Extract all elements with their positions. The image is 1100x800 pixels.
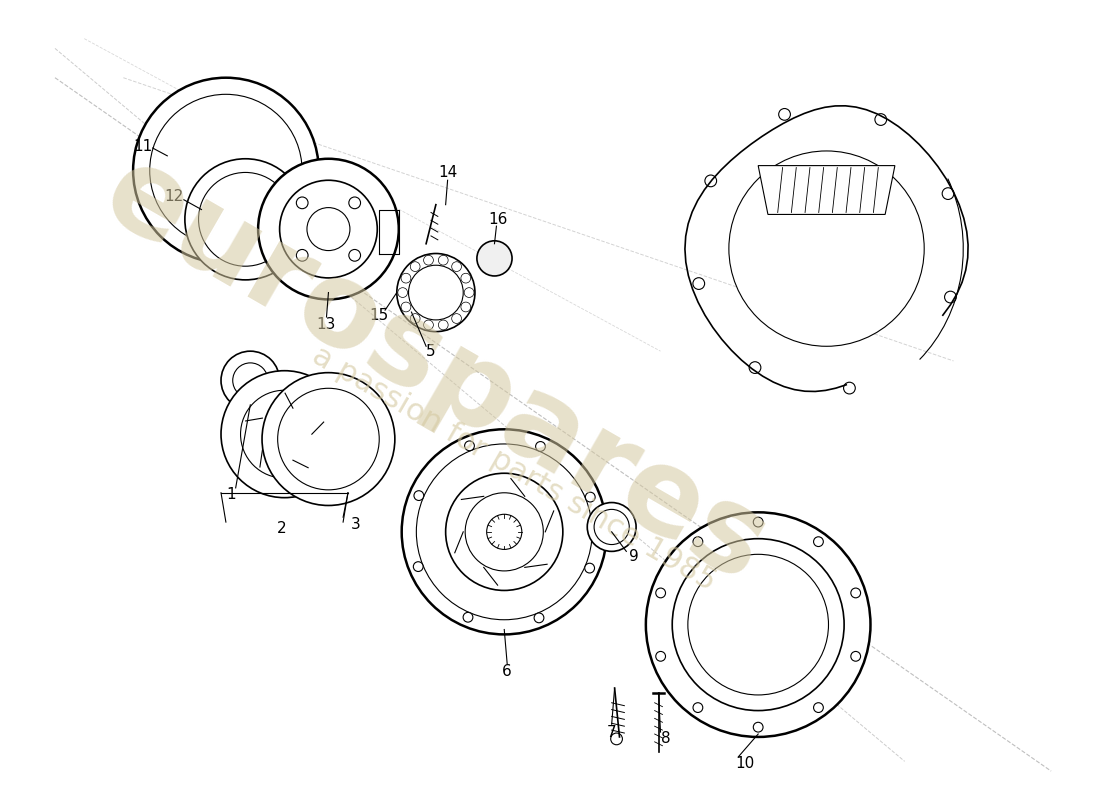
Circle shape [656, 588, 666, 598]
Circle shape [463, 612, 473, 622]
Circle shape [150, 94, 302, 246]
Polygon shape [758, 166, 895, 214]
Text: 1: 1 [226, 487, 235, 502]
Text: 3: 3 [351, 517, 361, 531]
Text: 15: 15 [370, 307, 389, 322]
Text: 8: 8 [661, 731, 670, 746]
Circle shape [349, 197, 361, 209]
Circle shape [594, 510, 629, 545]
Circle shape [296, 250, 308, 261]
Circle shape [277, 388, 379, 490]
Circle shape [705, 175, 716, 186]
Circle shape [646, 512, 870, 737]
Text: a passion for parts since 1985: a passion for parts since 1985 [307, 341, 720, 596]
Circle shape [850, 588, 860, 598]
Circle shape [446, 474, 563, 590]
Circle shape [410, 262, 420, 271]
Circle shape [307, 207, 350, 250]
Circle shape [945, 291, 956, 303]
Circle shape [461, 274, 471, 283]
Text: 5: 5 [426, 344, 436, 358]
Circle shape [585, 563, 594, 573]
Text: 2: 2 [277, 522, 286, 537]
Circle shape [349, 250, 361, 261]
Circle shape [410, 314, 420, 323]
Circle shape [296, 197, 308, 209]
Circle shape [439, 255, 448, 265]
Text: 7: 7 [607, 725, 616, 739]
Circle shape [258, 158, 399, 299]
Circle shape [424, 320, 433, 330]
Text: 6: 6 [503, 664, 512, 679]
Text: 9: 9 [629, 549, 639, 564]
Circle shape [656, 651, 666, 662]
Circle shape [754, 517, 763, 527]
Circle shape [688, 554, 828, 695]
Circle shape [198, 173, 293, 266]
Circle shape [693, 278, 705, 290]
Circle shape [408, 266, 463, 320]
Text: 14: 14 [438, 165, 458, 180]
Circle shape [729, 151, 924, 346]
Circle shape [279, 180, 377, 278]
Circle shape [461, 302, 471, 312]
Text: 11: 11 [133, 138, 153, 154]
Circle shape [844, 382, 856, 394]
Circle shape [464, 288, 474, 298]
Circle shape [693, 537, 703, 546]
Circle shape [452, 314, 462, 323]
Circle shape [610, 733, 623, 745]
Circle shape [850, 651, 860, 662]
Circle shape [535, 613, 543, 622]
Circle shape [402, 430, 607, 634]
Circle shape [397, 254, 475, 332]
Text: 12: 12 [165, 190, 184, 204]
Circle shape [185, 158, 306, 280]
Circle shape [221, 351, 279, 410]
Circle shape [133, 78, 319, 263]
Circle shape [943, 188, 954, 199]
Circle shape [587, 502, 636, 551]
Circle shape [814, 702, 823, 713]
Circle shape [241, 390, 329, 478]
Circle shape [465, 493, 543, 571]
Text: eurospares: eurospares [84, 134, 788, 607]
Circle shape [814, 537, 823, 546]
Circle shape [402, 302, 410, 312]
Circle shape [452, 262, 462, 271]
Circle shape [439, 320, 448, 330]
Circle shape [874, 114, 887, 126]
Circle shape [486, 514, 521, 550]
Circle shape [414, 562, 424, 571]
Circle shape [749, 362, 761, 374]
Circle shape [221, 370, 348, 498]
Circle shape [779, 109, 791, 120]
Circle shape [424, 255, 433, 265]
Circle shape [536, 442, 546, 451]
Circle shape [464, 441, 474, 450]
Text: 16: 16 [488, 212, 508, 227]
Circle shape [262, 373, 395, 506]
Circle shape [414, 490, 424, 501]
Circle shape [754, 722, 763, 732]
Circle shape [693, 702, 703, 713]
Circle shape [477, 241, 513, 276]
Text: 13: 13 [317, 318, 337, 332]
Text: 10: 10 [735, 756, 755, 771]
Circle shape [265, 414, 304, 454]
Circle shape [402, 274, 410, 283]
Circle shape [585, 492, 595, 502]
Circle shape [233, 363, 268, 398]
Circle shape [672, 538, 844, 710]
Circle shape [398, 288, 408, 298]
Circle shape [416, 444, 592, 620]
